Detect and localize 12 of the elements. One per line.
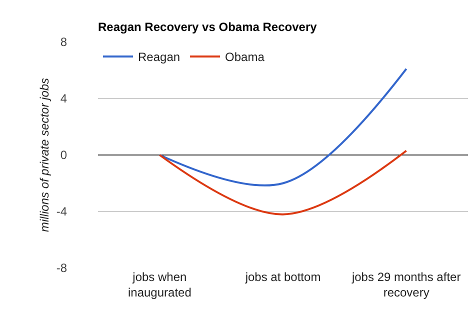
x-tick-label: jobs 29 months after recovery xyxy=(350,270,461,300)
y-tick-label: -8 xyxy=(56,261,68,276)
x-tick-label: jobs when inaugurated xyxy=(128,270,192,300)
y-tick-label: 4 xyxy=(60,92,68,106)
y-tick-label: 0 xyxy=(60,148,68,162)
chart-title: Reagan Recovery vs Obama Recovery xyxy=(98,20,318,34)
y-axis-title: millions of private sector jobs xyxy=(38,78,52,232)
legend-label: Reagan xyxy=(138,50,180,64)
legend-label: Obama xyxy=(225,50,265,64)
y-tick-label: -4 xyxy=(56,204,68,219)
y-tick-label: 8 xyxy=(60,35,68,50)
x-tick-label: jobs at bottom xyxy=(244,270,321,284)
